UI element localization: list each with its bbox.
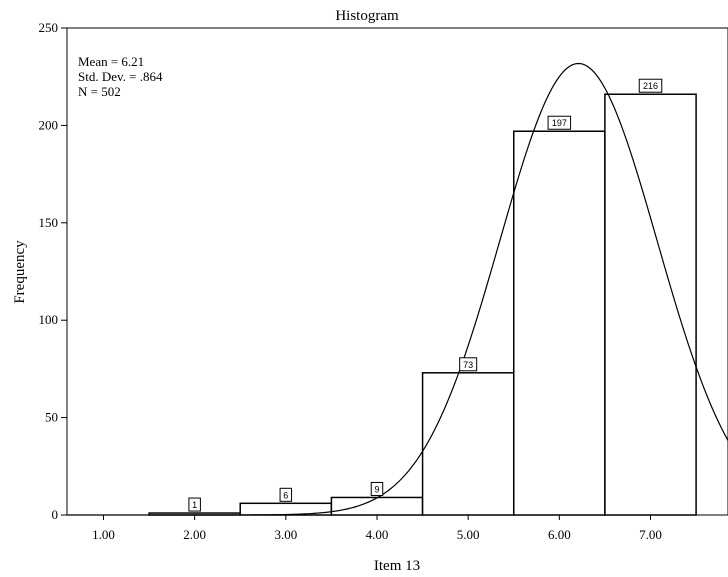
data-label: 1	[188, 497, 201, 512]
x-tick-label: 2.00	[183, 527, 206, 542]
stats-n: N = 502	[78, 84, 121, 99]
data-label-box	[638, 78, 663, 93]
data-label-box	[188, 497, 201, 512]
data-label-text: 73	[463, 360, 473, 370]
data-label: 197	[547, 115, 572, 130]
data-labels-layer: 1 6 9 73 197 216	[188, 78, 663, 512]
histogram-bar-4	[421, 372, 515, 516]
histogram-bar-3	[330, 496, 424, 516]
data-label-text: 197	[552, 118, 567, 128]
data-label-box	[370, 481, 384, 496]
data-label-box	[547, 115, 572, 130]
histogram-bar-6	[604, 93, 697, 516]
axes-layer: 1.00 2.00 3.00 4.00 5.00 6.00 7.00 0 50 100 150 200…	[39, 20, 662, 542]
stats-box: Mean = 6.21 Std. Dev. = .864 N = 502	[78, 54, 163, 99]
y-tick-label: 150	[39, 215, 59, 230]
data-label-text: 216	[643, 81, 658, 91]
y-tick-label: 100	[39, 312, 59, 327]
x-tick-label: 5.00	[457, 527, 480, 542]
x-tick-label: 7.00	[639, 527, 662, 542]
stats-std-dev: Std. Dev. = .864	[78, 69, 163, 84]
data-label-box	[279, 487, 293, 502]
data-label-text: 1	[192, 500, 197, 510]
data-label: 9	[370, 481, 384, 496]
data-label: 73	[459, 357, 478, 372]
y-tick-label: 250	[39, 20, 59, 35]
data-label-text: 6	[283, 490, 288, 500]
data-label: 6	[279, 487, 293, 502]
chart-title: Histogram	[335, 8, 399, 24]
x-tick-label: 6.00	[548, 527, 571, 542]
x-tick-label: 1.00	[92, 527, 115, 542]
y-tick-label: 0	[52, 507, 59, 522]
stats-mean: Mean = 6.21	[78, 54, 144, 69]
data-label-box	[459, 357, 478, 372]
y-tick-label: 50	[45, 410, 58, 425]
data-label: 216	[638, 78, 663, 93]
x-tick-label: 3.00	[274, 527, 297, 542]
y-tick-label: 200	[39, 117, 59, 132]
data-label-text: 9	[374, 484, 379, 494]
histogram-bar-5	[512, 130, 606, 516]
x-axis-label: Item 13	[374, 558, 420, 574]
x-tick-label: 4.00	[366, 527, 389, 542]
bars-layer	[148, 93, 697, 516]
normal-curve	[67, 62, 728, 516]
y-axis-label: Frequency	[12, 240, 28, 304]
